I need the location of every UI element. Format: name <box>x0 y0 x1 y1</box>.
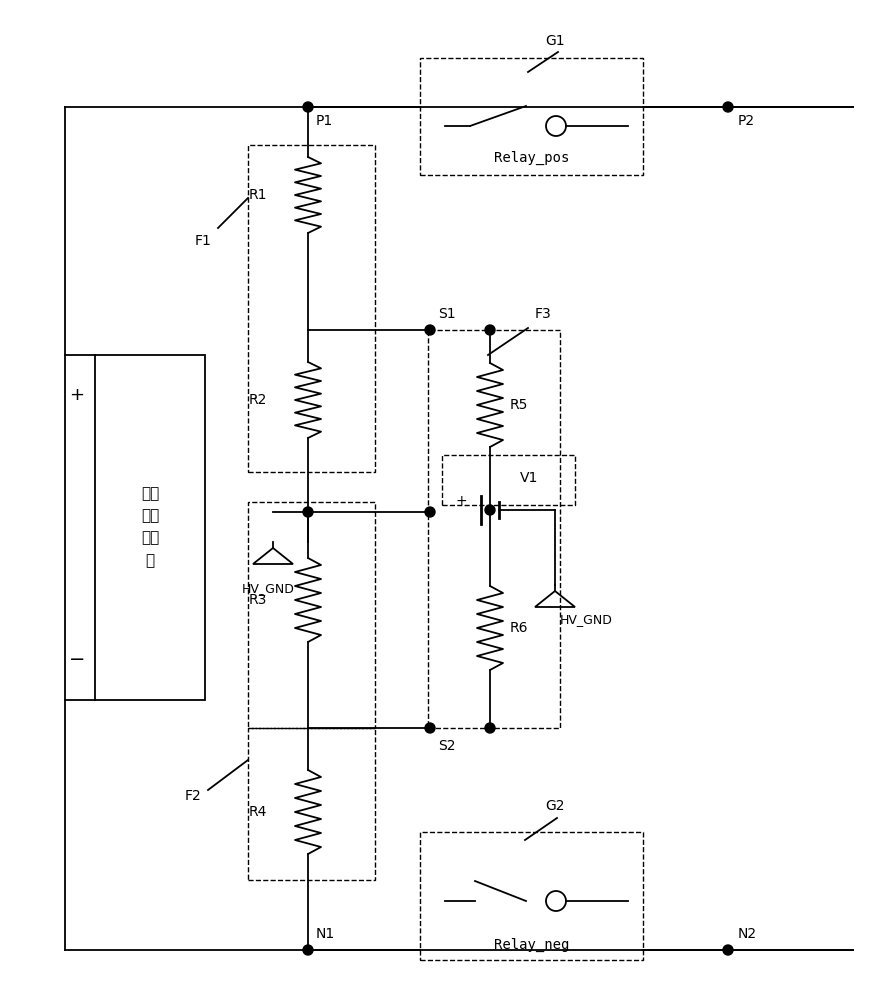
Text: HV_GND: HV_GND <box>560 613 612 626</box>
Text: R5: R5 <box>510 398 527 412</box>
Text: G2: G2 <box>544 799 564 813</box>
Circle shape <box>303 102 313 112</box>
Circle shape <box>485 723 494 733</box>
Text: R1: R1 <box>249 188 267 202</box>
Bar <box>248 145 375 472</box>
Text: R4: R4 <box>249 805 267 819</box>
Text: R6: R6 <box>510 621 528 635</box>
Text: HV_GND: HV_GND <box>241 582 294 595</box>
Circle shape <box>722 102 732 112</box>
Text: +: + <box>455 494 467 508</box>
Text: V1: V1 <box>519 471 538 485</box>
Text: F1: F1 <box>195 234 212 248</box>
Text: N1: N1 <box>316 927 335 941</box>
Circle shape <box>303 507 313 517</box>
Circle shape <box>425 325 434 335</box>
Text: F2: F2 <box>185 789 201 803</box>
Text: 待测
动力
电池
组: 待测 动力 电池 组 <box>140 486 159 568</box>
Bar <box>442 455 574 505</box>
Text: N2: N2 <box>738 927 756 941</box>
Text: P2: P2 <box>738 114 755 128</box>
Circle shape <box>425 507 434 517</box>
Text: R3: R3 <box>249 593 267 607</box>
Text: G1: G1 <box>544 34 564 48</box>
Bar <box>248 502 375 728</box>
Circle shape <box>425 723 434 733</box>
Text: Relay_neg: Relay_neg <box>493 938 569 952</box>
Text: +: + <box>70 386 84 404</box>
Bar <box>95 355 205 700</box>
Text: Relay_pos: Relay_pos <box>493 151 569 165</box>
Circle shape <box>485 325 494 335</box>
Circle shape <box>485 505 494 515</box>
Circle shape <box>722 945 732 955</box>
Text: R2: R2 <box>249 393 267 407</box>
Circle shape <box>303 945 313 955</box>
Text: S1: S1 <box>437 307 455 321</box>
Text: P1: P1 <box>316 114 333 128</box>
Bar <box>419 58 642 175</box>
Text: F3: F3 <box>535 307 551 321</box>
Bar <box>419 832 642 960</box>
Text: S2: S2 <box>437 739 455 753</box>
Text: −: − <box>69 650 85 670</box>
Bar <box>427 330 560 728</box>
Bar <box>248 728 375 880</box>
